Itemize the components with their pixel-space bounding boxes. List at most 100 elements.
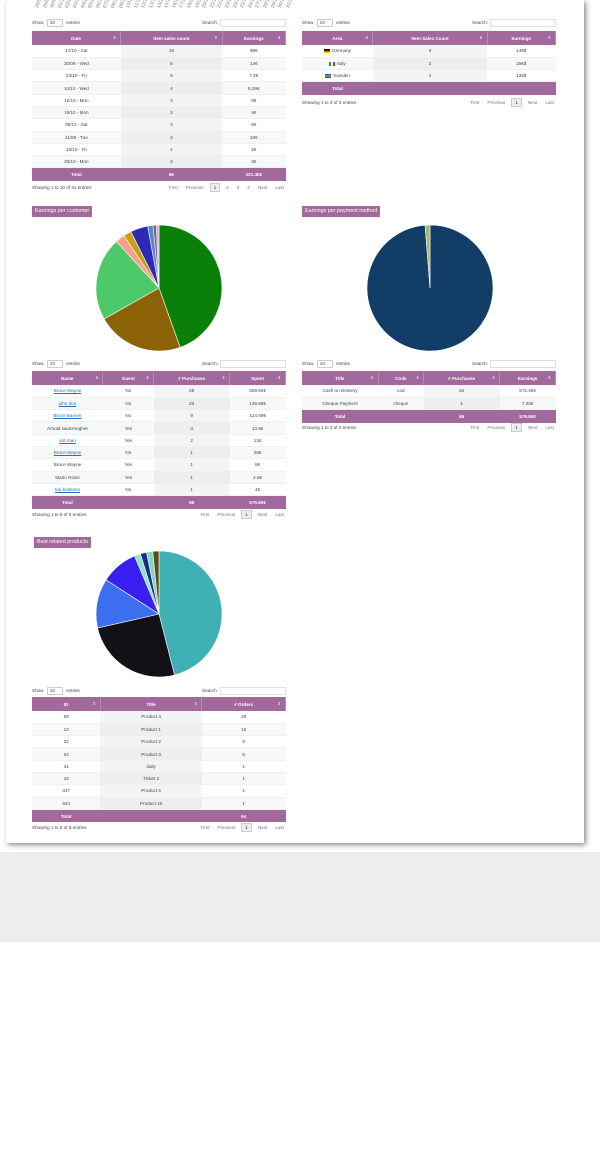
pager-next[interactable]: Next (257, 185, 268, 190)
page-length-select[interactable]: 10 (46, 19, 63, 27)
count-cell-text: 4 (170, 85, 173, 91)
pie-slice-bruce-banner[interactable] (95, 241, 160, 320)
column-header-orders[interactable]: # Orders ⇕ (201, 697, 286, 711)
orders-cell-text: 1 (242, 763, 245, 769)
table-row: 14/10 - Wed 4 5.28€ (32, 81, 286, 95)
total-label: Total (302, 81, 373, 95)
date-cell-text: 16/10 - Fri (65, 147, 87, 153)
pager-2[interactable]: 2 (226, 185, 229, 190)
pie-slice-toe-bastiano[interactable] (155, 224, 160, 289)
pie-slice-cheque-payment[interactable] (424, 224, 431, 289)
product-title-cell: Product 6 (100, 784, 202, 798)
pager-first[interactable]: First (470, 100, 480, 105)
date-cell-text: 23/10 - Fri (65, 73, 87, 79)
spent-cell-text: 12€ (253, 437, 262, 443)
pager-last[interactable]: Last (545, 425, 554, 430)
customer-name-cell: Bruce Wayne (32, 446, 103, 460)
pager-previous[interactable]: Previous (217, 825, 236, 830)
column-header-id[interactable]: ID ⇕ (32, 697, 101, 711)
column-header-purchases[interactable]: # Purchases ⇕ (423, 371, 501, 385)
pager-last[interactable]: Last (545, 100, 554, 105)
pager-1[interactable]: 1 (241, 823, 252, 832)
spent-cell-text: 4€ (255, 487, 261, 493)
column-header-item-sales-count[interactable]: Item Sales Count ⇕ (372, 31, 488, 45)
customer-link[interactable]: toe bastiano (54, 487, 80, 493)
pager-next[interactable]: Next (257, 512, 268, 517)
customer-link[interactable]: Bruce Wayne (53, 450, 82, 456)
pager-next[interactable]: Next (527, 100, 538, 105)
column-header-code[interactable]: Code ⇕ (378, 371, 425, 385)
column-header-purchases[interactable]: # Purchases ⇕ (153, 371, 231, 385)
product-title-cell: Product 2 (100, 735, 202, 749)
pager-1[interactable]: 1 (209, 183, 221, 192)
column-header-earnings[interactable]: Earnings ⇕ (222, 31, 287, 45)
product-title-cell: daily (100, 760, 202, 773)
guest-cell-text: No (125, 388, 132, 394)
product-id-cell: 41 (32, 760, 101, 773)
pager-previous[interactable]: Previous (217, 512, 236, 517)
column-header-earnings[interactable]: Earnings ⇕ (499, 371, 556, 385)
column-header-title[interactable]: Title ⇕ (302, 371, 379, 385)
column-header-name[interactable]: Name ⇕ (32, 371, 104, 385)
product-title-cell: Product 10 (100, 797, 202, 810)
total-label: Total (32, 495, 103, 509)
search-input[interactable] (490, 360, 556, 368)
search-input[interactable] (490, 19, 556, 27)
customer-link[interactable]: ant man (59, 437, 76, 443)
search-input[interactable] (220, 360, 286, 368)
customer-link[interactable]: Bruce Wayne (53, 388, 82, 394)
length-control: Show 10 entries (32, 687, 80, 695)
pager-previous[interactable]: Previous (487, 100, 506, 105)
column-header-area[interactable]: Area ⇕ (302, 31, 374, 45)
table-row: 17/10 - Sat 19 99€ (32, 45, 286, 58)
guest-cell: Yes (102, 434, 154, 447)
page-length-select[interactable]: 10 (316, 19, 333, 27)
pie-slice-john-doe[interactable] (103, 287, 181, 352)
pager-first[interactable]: First (200, 512, 210, 517)
pager-last[interactable]: Last (275, 185, 284, 190)
pager-1[interactable]: 1 (511, 98, 522, 107)
page-length-select[interactable]: 10 (316, 360, 333, 368)
table-row: Bruce Banner No 9 124.69€ (32, 409, 286, 423)
pager-first[interactable]: First (168, 185, 178, 190)
pie-slice-product-4[interactable] (158, 550, 223, 676)
pager-last[interactable]: Last (275, 825, 284, 830)
customer-link[interactable]: Bruce Banner (53, 413, 82, 419)
table-row: Germany 3 14€$ (302, 45, 556, 58)
earnings-cell-text: 5.28€ (248, 85, 260, 91)
pager-1[interactable]: 1 (241, 510, 252, 519)
purchases-cell: 1 (423, 397, 500, 411)
column-header-item-sales-count[interactable]: Item sales count ⇕ (120, 31, 223, 45)
pager-4[interactable]: 4 (247, 185, 250, 190)
table-row: Mario Rossi Yes 1 4.8€ (32, 471, 286, 484)
table-info: Showing 1 to 10 of 31 entries (32, 185, 92, 190)
pager-first[interactable]: First (200, 825, 210, 830)
pager-first[interactable]: First (470, 425, 480, 430)
pager-1[interactable]: 1 (511, 423, 522, 432)
column-header-guest[interactable]: Guest ⇕ (102, 371, 155, 385)
pie-slice-bruce-wayne[interactable] (158, 224, 223, 348)
pie-slice-product-10[interactable] (152, 550, 160, 615)
page-length-select[interactable]: 10 (46, 687, 63, 695)
column-header-spent[interactable]: Spent ⇕ (229, 371, 286, 385)
customer-name-cell: Bruce Wayne (32, 458, 103, 472)
column-header-date[interactable]: Date ⇕ (32, 31, 122, 45)
pager-last[interactable]: Last (275, 512, 284, 517)
pager-previous[interactable]: Previous (487, 425, 506, 430)
column-header-title[interactable]: Title ⇕ (100, 697, 203, 711)
column-header-earnings[interactable]: Earnings ⇕ (487, 31, 557, 45)
pager-previous[interactable]: Previous (185, 185, 204, 190)
pager-next[interactable]: Next (257, 825, 268, 830)
customer-link[interactable]: john doe (58, 400, 77, 406)
total-count (372, 81, 488, 95)
earnings-cell: 10€ (222, 131, 286, 144)
pager-next[interactable]: Next (527, 425, 538, 430)
search-input[interactable] (220, 19, 286, 27)
earnings-cell-text: 4€ (251, 110, 257, 116)
italy-flag-icon (329, 61, 336, 66)
pie-slice-product-1[interactable] (97, 613, 175, 678)
table-row: 42 Ticket 2 1 (32, 772, 286, 786)
pager-3[interactable]: 3 (236, 185, 240, 190)
page-length-select[interactable]: 10 (46, 360, 63, 368)
search-input[interactable] (220, 687, 286, 695)
